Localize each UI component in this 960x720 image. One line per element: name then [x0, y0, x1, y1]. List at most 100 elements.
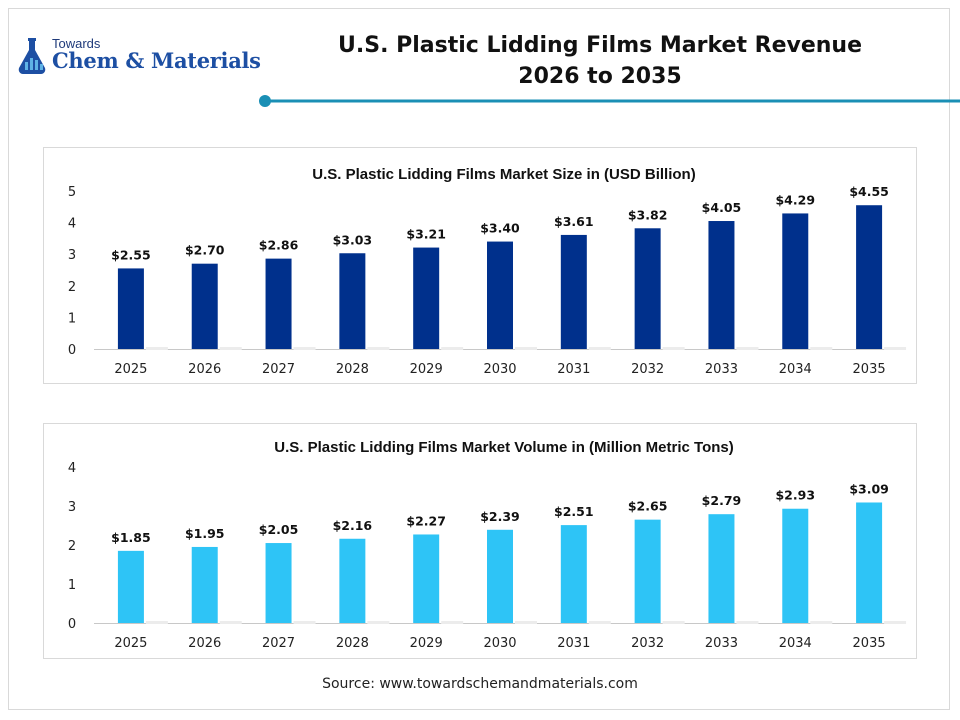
- bar-shadow: [515, 621, 537, 624]
- data-label: $2.27: [406, 513, 446, 528]
- data-label: $3.40: [480, 221, 520, 236]
- x-tick-label: 2032: [631, 636, 664, 651]
- source-note: Source: www.towardschemandmaterials.com: [322, 676, 638, 692]
- bar-shadow: [662, 621, 685, 624]
- logo-name-text: Chem & Materials: [52, 48, 261, 73]
- bar-shadow: [293, 621, 316, 624]
- data-label: $2.79: [702, 493, 742, 508]
- bar-2030: [487, 241, 513, 349]
- bar-shadow: [293, 347, 316, 350]
- x-tick-label: 2031: [557, 636, 590, 651]
- x-tick-label: 2029: [410, 636, 443, 651]
- x-tick-label: 2033: [705, 636, 738, 651]
- bar-shadow: [588, 621, 611, 624]
- data-label: $1.95: [185, 526, 225, 541]
- y-tick-label: 4: [68, 461, 76, 476]
- bar-2033: [708, 221, 735, 349]
- y-tick-label: 1: [68, 578, 76, 593]
- bar-shadow: [736, 347, 759, 350]
- bar-2030: [487, 529, 513, 623]
- bar-2031: [560, 234, 587, 349]
- bar-shadow: [884, 347, 907, 350]
- bar-2028: [339, 253, 366, 349]
- data-label: $2.65: [628, 499, 668, 514]
- bar-2029: [413, 247, 440, 349]
- brand-logo: Towards Chem & Materials: [16, 36, 266, 80]
- x-tick-label: 2027: [262, 362, 295, 377]
- x-tick-label: 2031: [557, 362, 590, 377]
- bar-2035: [856, 205, 883, 349]
- x-tick-label: 2033: [705, 362, 738, 377]
- x-tick-label: 2028: [336, 636, 369, 651]
- bar-2025: [117, 550, 144, 623]
- bar-2027: [265, 543, 292, 623]
- bar-shadow: [219, 621, 242, 624]
- bar-shadow: [367, 347, 390, 350]
- data-label: $1.85: [111, 530, 151, 545]
- bar-shadow: [515, 347, 537, 350]
- bar-2033: [708, 514, 735, 623]
- data-label: $2.93: [775, 488, 815, 503]
- page-title-line-2: 2026 to 2035: [518, 64, 682, 89]
- bar-shadow: [145, 621, 168, 624]
- bar-2026: [191, 263, 218, 349]
- bar-shadow: [219, 347, 242, 350]
- bar-shadow: [441, 621, 464, 624]
- data-label: $4.29: [775, 192, 815, 207]
- y-tick-label: 2: [68, 539, 76, 554]
- market-volume-chart: U.S. Plastic Lidding Films Market Volume…: [43, 423, 917, 659]
- bar-2032: [634, 519, 661, 623]
- data-label: $3.61: [554, 214, 594, 229]
- title-divider: [259, 95, 960, 107]
- y-tick-label: 3: [68, 248, 76, 263]
- data-label: $2.16: [333, 518, 373, 533]
- data-label: $4.05: [702, 200, 742, 215]
- market-volume-chart-svg: U.S. Plastic Lidding Films Market Volume…: [68, 439, 907, 651]
- bar-shadow: [736, 621, 759, 624]
- x-tick-label: 2026: [188, 362, 221, 377]
- chart-title: U.S. Plastic Lidding Films Market Volume…: [274, 439, 734, 456]
- y-tick-label: 0: [68, 343, 76, 358]
- x-tick-label: 2025: [114, 636, 147, 651]
- data-label: $3.82: [628, 207, 668, 222]
- x-tick-label: 2030: [483, 636, 516, 651]
- market-size-chart-svg: U.S. Plastic Lidding Films Market Size i…: [68, 166, 907, 377]
- y-tick-label: 3: [68, 500, 76, 515]
- bar-2032: [634, 228, 661, 349]
- bar-2034: [782, 213, 809, 349]
- bar-shadow: [145, 347, 168, 350]
- x-tick-label: 2029: [410, 362, 443, 377]
- bar-shadow: [810, 621, 833, 624]
- x-tick-label: 2025: [114, 362, 147, 377]
- data-label: $2.70: [185, 243, 225, 258]
- data-label: $2.05: [259, 522, 299, 537]
- y-tick-label: 0: [68, 617, 76, 632]
- x-tick-label: 2030: [483, 362, 516, 377]
- x-tick-label: 2028: [336, 362, 369, 377]
- data-label: $4.55: [849, 184, 889, 199]
- x-tick-label: 2034: [779, 362, 812, 377]
- y-tick-label: 1: [68, 311, 76, 326]
- data-label: $3.09: [849, 481, 889, 496]
- y-tick-label: 4: [68, 217, 76, 232]
- data-label: $2.39: [480, 509, 520, 524]
- bar-2027: [265, 258, 292, 349]
- bar-2034: [782, 508, 809, 623]
- bar-shadow: [367, 621, 390, 624]
- bar-2026: [191, 546, 218, 623]
- bar-shadow: [441, 347, 464, 350]
- x-tick-label: 2035: [853, 362, 886, 377]
- y-tick-label: 5: [68, 185, 76, 200]
- data-label: $2.51: [554, 504, 594, 519]
- bar-2029: [413, 534, 440, 623]
- bar-shadow: [588, 347, 611, 350]
- page-title-line-1: U.S. Plastic Lidding Films Market Revenu…: [338, 33, 862, 58]
- x-tick-label: 2032: [631, 362, 664, 377]
- x-tick-label: 2034: [779, 636, 812, 651]
- market-size-chart: U.S. Plastic Lidding Films Market Size i…: [43, 147, 917, 384]
- bar-2035: [856, 502, 883, 623]
- data-label: $2.86: [259, 238, 299, 253]
- bar-shadow: [884, 621, 907, 624]
- bar-2028: [339, 538, 366, 623]
- data-label: $3.03: [333, 232, 373, 247]
